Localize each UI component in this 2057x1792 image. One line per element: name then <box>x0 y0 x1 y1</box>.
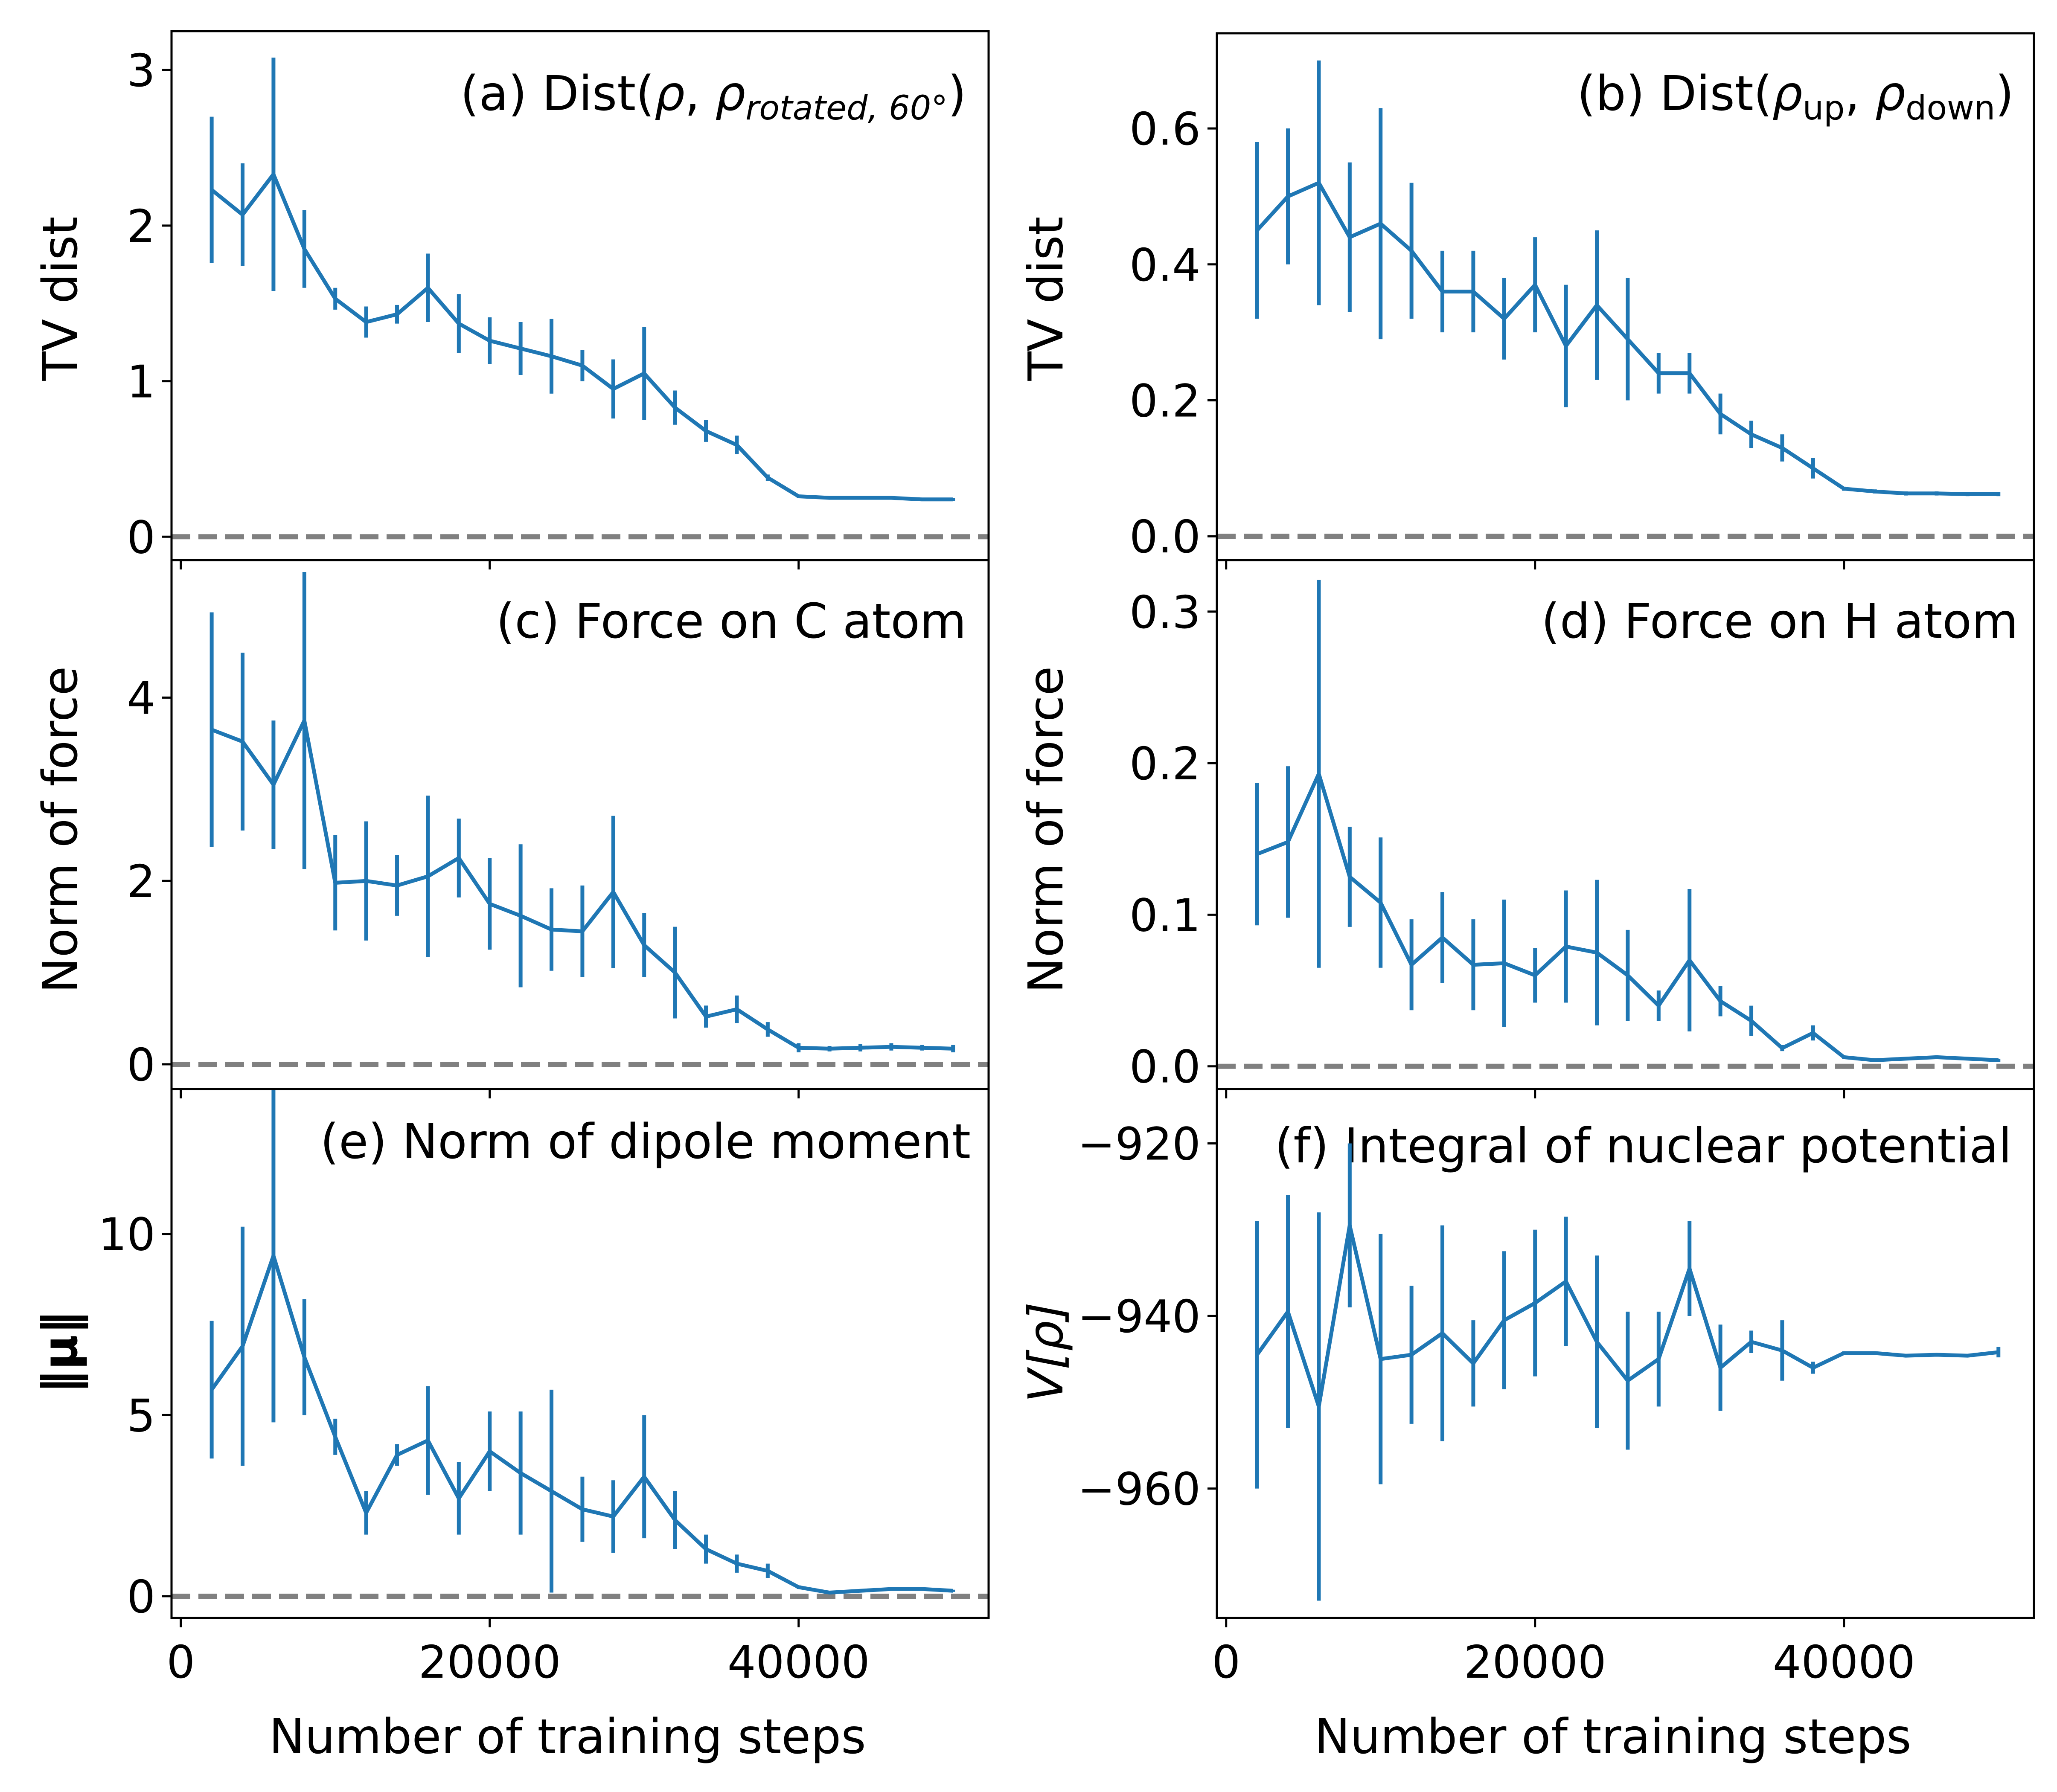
panel-e-series-line <box>210 1254 953 1595</box>
panel-a-title: (a) Dist(ρ, ρrotated, 60°) <box>460 66 966 128</box>
x-axis-label-right: Number of training steps <box>1314 1709 1911 1765</box>
panel-d-ylabel: Norm of force <box>1018 666 1074 993</box>
panel-f-ytick-label: −920 <box>1078 1118 1201 1170</box>
panel-c-title: (c) Force on C atom <box>496 594 966 649</box>
panel-d-ytick-label: 0.0 <box>1129 1041 1201 1093</box>
panel-f-title: (f) Integral of nuclear potential <box>1275 1118 2012 1174</box>
panel-d-ytick-label: 0.3 <box>1129 587 1201 639</box>
panel-a-ytick-label: 1 <box>127 356 155 408</box>
panel-e-ytick-label: 0 <box>127 1571 155 1623</box>
panel-a-ylabel: TV dist <box>33 216 88 381</box>
panel-b-series-line <box>1255 181 1999 496</box>
panel-a-ytick-label: 0 <box>127 511 155 563</box>
panel-b-title: (b) Dist(ρup, ρdown) <box>1577 66 2014 128</box>
panel-e-xtick-label: 40000 <box>727 1636 870 1688</box>
x-axis-label-left: Number of training steps <box>269 1709 866 1765</box>
panel-a-ytick-label: 3 <box>127 45 155 97</box>
panel-b-ytick-label: 0.2 <box>1129 375 1201 427</box>
panel-b-ytick-label: 0.0 <box>1129 511 1201 563</box>
panel-e-xtick-label: 0 <box>166 1636 195 1688</box>
panel-c-ylabel: Norm of force <box>33 666 88 993</box>
panel-e-frame <box>170 1088 990 1619</box>
panel-e-ytick-label: 10 <box>98 1209 155 1261</box>
panel-e-ylabel: ‖μ‖ <box>33 1311 88 1394</box>
panel-f-xtick-label: 20000 <box>1464 1636 1606 1688</box>
panel-d-series-line <box>1256 772 1999 1062</box>
panel-b-ytick-label: 0.4 <box>1129 239 1201 291</box>
panel-d-ytick-label: 0.2 <box>1129 738 1201 790</box>
panel-e-ytick-label: 5 <box>127 1390 155 1442</box>
panel-b-ytick-label: 0.6 <box>1129 103 1201 155</box>
panel-c-series-line <box>211 718 953 1051</box>
panel-f-series-line <box>1255 1223 1999 1409</box>
panel-f-xtick-label: 40000 <box>1773 1636 1915 1688</box>
panel-a-ytick-label: 2 <box>127 200 155 253</box>
panel-e-title: (e) Norm of dipole moment <box>320 1114 971 1170</box>
panel-c-ytick-label: 0 <box>127 1039 155 1091</box>
panel-f-frame <box>1216 1088 2035 1619</box>
panel-f-ytick-label: −960 <box>1078 1464 1201 1516</box>
panel-f-ylabel: V[ρ] <box>1018 1302 1074 1402</box>
panel-e-xtick-label: 20000 <box>419 1636 561 1688</box>
panel-c-ytick-label: 4 <box>127 672 155 724</box>
panel-f-xtick-label: 0 <box>1212 1636 1240 1688</box>
panel-c-ytick-label: 2 <box>127 856 155 908</box>
panel-d-title: (d) Force on H atom <box>1541 594 2018 649</box>
panel-d-ytick-label: 0.1 <box>1129 889 1201 941</box>
panel-b-ylabel: TV dist <box>1018 216 1074 381</box>
panel-a-series-line <box>210 172 953 502</box>
panel-f-ytick-label: −940 <box>1078 1291 1201 1343</box>
